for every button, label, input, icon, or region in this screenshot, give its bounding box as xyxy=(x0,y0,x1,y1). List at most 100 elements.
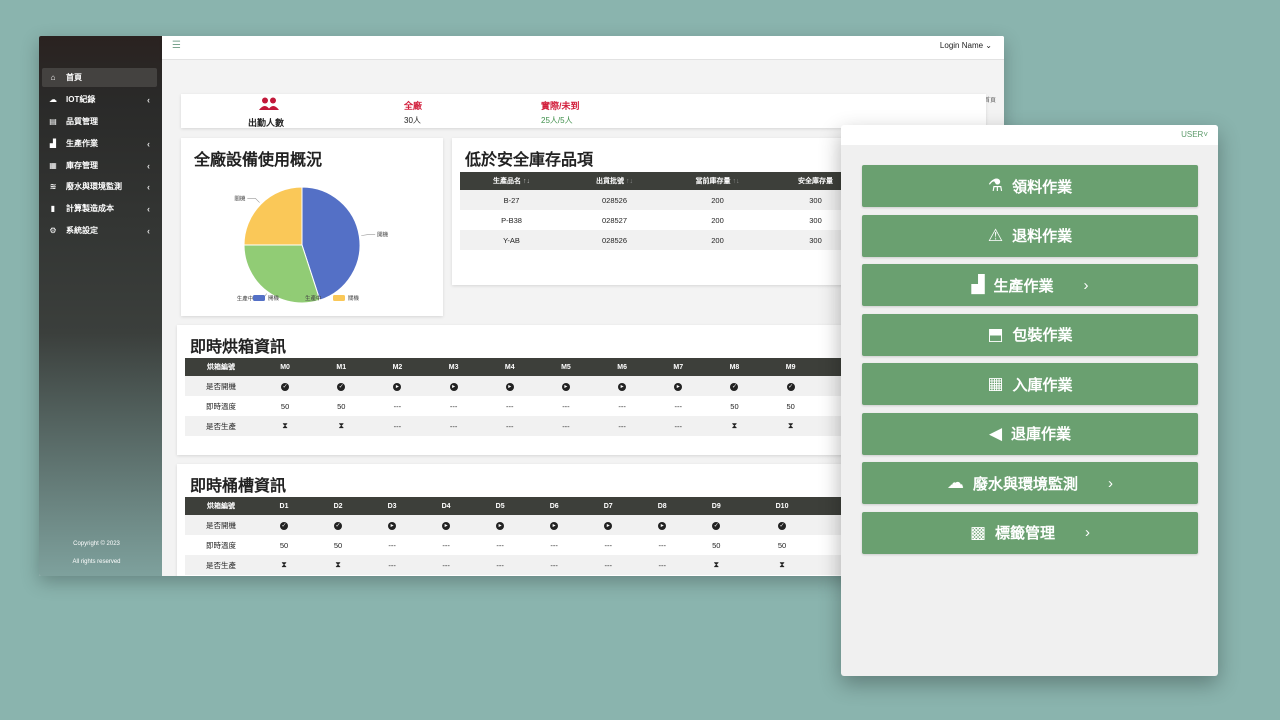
temp-cell: 50 xyxy=(337,401,346,411)
chevron-down-icon: ˅ xyxy=(1203,130,1208,139)
mobile-button-label: 廢水與環境監測 xyxy=(972,475,1078,493)
mobile-button-label: 包裝作業 xyxy=(1012,327,1073,344)
chevron-right-icon: › xyxy=(1083,276,1089,294)
play-circle-icon: ▸ xyxy=(388,522,397,530)
hourglass-icon: ⧗ xyxy=(779,560,785,569)
col-header: M2 xyxy=(369,358,426,376)
oven-title: 即時烘箱資訊 xyxy=(190,339,287,356)
sidebar-item-production[interactable]: ▟ 生產作業 ‹ xyxy=(42,134,157,153)
mobile-button-2[interactable]: ▟ 生產作業 › xyxy=(862,264,1198,306)
pie-slice[interactable] xyxy=(301,186,361,301)
production-cell: --- xyxy=(594,416,651,436)
pie-slice-label: 開機 xyxy=(377,231,389,239)
rights-text: All rights reserved xyxy=(72,559,121,565)
col-header: M5 xyxy=(537,358,595,376)
play-circle-icon: ▸ xyxy=(496,522,505,530)
power-status-cell: ▸ xyxy=(581,515,636,535)
pie-label-line xyxy=(247,198,260,203)
sidebar-item-cost[interactable]: ▮ 計算製造成本 ‹ xyxy=(42,199,157,218)
legend-swatch[interactable] xyxy=(253,295,265,301)
table-row: Y-AB 028526 200 300 xyxy=(460,230,862,250)
power-status-cell: ✓ xyxy=(257,515,312,535)
cloud-icon: ☁ xyxy=(49,95,57,104)
user-menu[interactable]: USER˅ xyxy=(1181,130,1208,139)
mobile-button-4[interactable]: ▦ 入庫作業 xyxy=(862,363,1198,405)
production-cell: ⧗ xyxy=(257,416,314,436)
check-circle-icon: ✓ xyxy=(730,383,739,391)
sidebar-item-label: IOT紀錄 xyxy=(66,95,96,104)
mobile-button-7[interactable]: ▩ 標籤管理 › xyxy=(862,511,1198,554)
sidebar-item-quality[interactable]: ▤ 品質管理 xyxy=(42,112,157,131)
safety-stock-title: 低於安全庫存品項 xyxy=(465,152,594,169)
mobile-button-1[interactable]: ⚠ 退料作業 xyxy=(862,214,1198,257)
sidebar-item-settings[interactable]: ⚙ 系統設定 ‹ xyxy=(42,221,157,240)
chevron-left-icon: ‹ xyxy=(147,225,150,236)
tank-table: 烘箱編號D1D2D3D4D5D6D7D8D9D10D1是否開機✓✓▸▸▸▸▸▸✓… xyxy=(185,497,867,575)
mobile-button-0[interactable]: ⚗ 領料作業 xyxy=(862,165,1198,207)
row-label: 即時溫度 xyxy=(206,540,236,550)
sidebar-item-inventory[interactable]: ▦ 庫存管理 ‹ xyxy=(42,156,157,175)
row-label: 即時溫度 xyxy=(206,401,236,411)
col-header: M9 xyxy=(762,358,819,376)
chevron-left-icon: ‹ xyxy=(147,181,150,192)
col-batch[interactable]: 出貨批號 ↑↓ xyxy=(563,172,666,190)
login-menu[interactable]: Login Name ⌄ xyxy=(940,41,992,50)
production-cell: --- xyxy=(473,555,528,575)
dash-text: --- xyxy=(674,421,683,431)
sidebar-item-label: 首頁 xyxy=(66,73,82,82)
temp-cell: --- xyxy=(496,540,504,550)
power-status-cell: ▸ xyxy=(594,376,651,396)
dash-text: --- xyxy=(442,560,450,570)
mobile-button-label: 領料作業 xyxy=(1012,178,1073,196)
temp-cell: 50 xyxy=(280,401,290,411)
production-cell: ⧗ xyxy=(706,416,763,436)
power-status-cell: ▸ xyxy=(425,376,482,396)
col-header-id: 烘箱編號 xyxy=(185,497,257,515)
chevron-left-icon: ‹ xyxy=(147,94,150,105)
hourglass-icon: ⧗ xyxy=(338,421,345,430)
play-circle-icon: ▸ xyxy=(442,522,451,530)
power-status-cell: ▸ xyxy=(473,515,528,535)
table-row: P-B38 028527 200 300 xyxy=(460,210,862,230)
play-circle-icon: ▸ xyxy=(604,522,613,530)
col-product[interactable]: 生產品名 ↑↓ xyxy=(460,172,563,190)
col-header: M0 xyxy=(257,358,314,376)
clipboard-icon: ▤ xyxy=(49,117,57,126)
col-safe-stock[interactable]: 安全庫存量 xyxy=(769,172,862,190)
play-circle-icon: ▸ xyxy=(674,383,683,391)
legend-swatch[interactable] xyxy=(333,295,345,301)
hamburger-icon[interactable]: ☰ xyxy=(172,40,181,51)
legend-swatch[interactable] xyxy=(290,295,302,301)
sidebar-item-wastewater[interactable]: ≋ 廢水與環境監測 ‹ xyxy=(42,177,157,196)
temp-cell: 50 xyxy=(730,401,739,411)
power-status-cell: ▸ xyxy=(537,376,595,396)
sidebar-item-home[interactable]: ⌂ 首頁 xyxy=(42,68,157,87)
pie-slice[interactable] xyxy=(243,244,321,304)
col-header: M3 xyxy=(425,358,482,376)
cell: 200 xyxy=(711,215,724,225)
mobile-button-3[interactable]: ⬒ 包裝作業 xyxy=(862,313,1198,356)
check-circle-icon: ✓ xyxy=(337,383,346,391)
sidebar-item-label: 系統設定 xyxy=(66,226,98,235)
production-cell: --- xyxy=(425,416,482,436)
col-current-stock[interactable]: 當前庫存量 ↑↓ xyxy=(666,172,769,190)
pie-slice[interactable] xyxy=(243,186,303,246)
temp-cell: --- xyxy=(604,540,612,550)
table-row: 是否開機✓✓▸▸▸▸▸▸✓✓✓ xyxy=(185,376,867,396)
chevron-down-icon: ⌄ xyxy=(985,41,992,50)
row-label: 是否生產 xyxy=(185,416,257,436)
cell: 028526 xyxy=(563,190,666,210)
chevron-left-icon: ‹ xyxy=(147,138,150,149)
temp-cell: 50 xyxy=(712,540,721,550)
production-cell: ⧗ xyxy=(743,555,821,575)
sidebar-item-iot[interactable]: ☁ IOT紀錄 ‹ xyxy=(42,90,157,109)
mobile-button-6[interactable]: ☁ 廢水與環境監測 › xyxy=(862,462,1198,504)
cell: 200 xyxy=(666,230,769,250)
qrcode-icon: ▩ xyxy=(969,522,987,542)
table-row: B-27 028526 200 300 xyxy=(460,190,862,210)
copyright: Copyright © 2023 xyxy=(73,541,120,547)
dash-text: --- xyxy=(506,421,514,431)
mobile-button-label: 入庫作業 xyxy=(1012,376,1073,394)
chevron-left-icon: ‹ xyxy=(147,160,150,171)
mobile-button-5[interactable]: ◀ 退庫作業 xyxy=(862,412,1198,455)
